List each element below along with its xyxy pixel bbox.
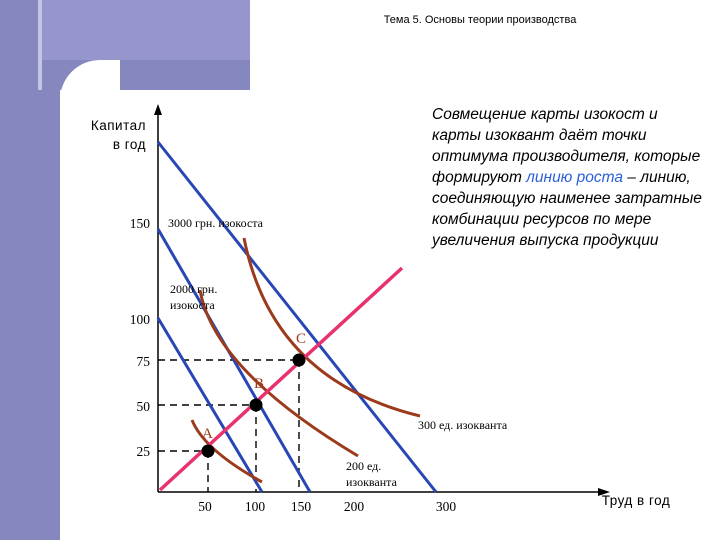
isocost-2000-label-line2: изокоста [170, 298, 215, 312]
x-tick-label-150: 150 [291, 499, 312, 514]
isoquant-200-label-line1: 200 ед. [346, 459, 381, 473]
y-tick-label-25: 25 [137, 444, 151, 459]
y-tick-label-75: 75 [137, 354, 151, 369]
isoquant-200-label-line2: изокванта [346, 475, 398, 489]
isoquant-curve-200 [198, 289, 359, 458]
isoquant-300-label: 300 ед. изокванта [418, 418, 508, 432]
x-tick-label-200: 200 [344, 499, 365, 514]
y-tick-label-50: 50 [137, 399, 151, 414]
isocost-line-2000 [156, 228, 312, 493]
point-b-label: B [254, 376, 264, 392]
isoquant-curve-small [190, 419, 263, 484]
expansion-path-line [158, 266, 404, 492]
x-axis-arrow [598, 488, 610, 496]
y-axis-title-line2: в год [113, 137, 146, 152]
y-axis-title-line1: Капитал [91, 118, 146, 133]
x-tick-label-300: 300 [436, 499, 457, 514]
isoquant-curve-300 [242, 237, 421, 418]
point-c-label: C [296, 331, 306, 347]
description-text-end: – линию, соединяющую наименее затратные … [432, 169, 702, 249]
y-tick-label-150: 150 [130, 216, 151, 231]
description-text: Совмещение карты изокост и карты изокван… [432, 104, 707, 251]
decorative-header-panel [38, 0, 250, 60]
isocost-line-3000 [156, 141, 438, 493]
x-tick-label-100: 100 [245, 499, 266, 514]
point-a-label: A [202, 426, 213, 442]
point-b-marker [249, 398, 263, 412]
x-tick-label-50: 50 [198, 499, 212, 514]
expansion-path-term: линию роста [526, 169, 623, 186]
slide-header: Тема 5. Основы теории производства [383, 14, 577, 26]
isocost-3000-label: 3000 грн. изокоста [168, 216, 264, 230]
isocost-line-1 [156, 317, 264, 493]
y-tick-label-100: 100 [130, 312, 151, 327]
point-c-marker [292, 353, 306, 367]
y-axis-arrow [154, 104, 162, 115]
description-text-start: Совмещение карты изокост и карты изокван… [432, 106, 701, 186]
point-a-marker [201, 444, 215, 458]
decorative-strip [38, 0, 42, 90]
x-axis-title: Труд в год [602, 493, 670, 508]
isocost-2000-label-line1: 2000 грн. [170, 282, 217, 296]
decorative-side-bar [0, 90, 60, 540]
